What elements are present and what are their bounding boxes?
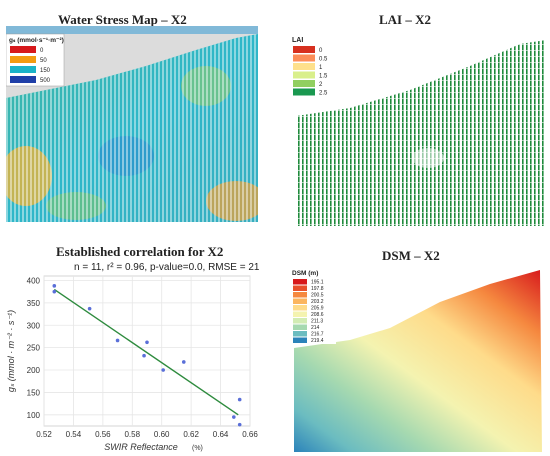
x-tick-label: 0.54 xyxy=(66,430,82,439)
x-tick-label: 0.64 xyxy=(213,430,229,439)
lai-legend-swatch xyxy=(293,71,315,79)
lai-legend-label: 2 xyxy=(319,82,323,88)
x-tick-label: 0.58 xyxy=(124,430,140,439)
y-tick-label: 200 xyxy=(27,366,41,375)
x-tick-label: 0.60 xyxy=(154,430,170,439)
dsm-legend-label: 219.4 xyxy=(311,338,324,344)
lai-legend-swatch xyxy=(293,54,315,62)
y-tick-label: 250 xyxy=(27,344,41,353)
water-stress-legend-title: gₛ (mmol·s⁻¹·m⁻²) xyxy=(9,37,64,44)
water-stress-legend-label: 500 xyxy=(40,78,51,84)
y-tick-label: 350 xyxy=(27,299,41,308)
data-point xyxy=(237,397,242,402)
data-point xyxy=(115,338,120,343)
dsm-legend-swatch xyxy=(293,337,307,343)
dsm-legend-label: 216.7 xyxy=(311,332,324,338)
dsm-legend-title: DSM (m) xyxy=(292,270,318,277)
lai-legend-label: 0.5 xyxy=(319,57,328,63)
x-tick-label: 0.62 xyxy=(183,430,199,439)
lai-title: LAI – X2 xyxy=(379,12,432,27)
dsm-legend-swatch xyxy=(293,305,307,311)
water-stress-legend-label: 50 xyxy=(40,58,47,64)
data-point xyxy=(52,289,57,294)
water-stress-legend-swatch xyxy=(10,56,36,63)
dsm-legend-swatch xyxy=(293,292,307,298)
data-point xyxy=(145,340,149,345)
dsm-legend-label: 214 xyxy=(311,325,320,331)
water-stress-legend-swatch xyxy=(10,76,36,83)
correlation-title: Established correlation for X2 xyxy=(56,244,224,259)
dsm-legend-swatch xyxy=(293,331,307,337)
water-stress-legend-label: 150 xyxy=(40,68,51,74)
water-stress-legend-label: 0 xyxy=(40,48,44,54)
y-axis-label: gₛ (mmol · m⁻² · s⁻¹) xyxy=(6,310,16,392)
dsm-legend-swatch xyxy=(293,311,307,317)
data-point xyxy=(237,422,242,427)
dsm-legend-label: 203.2 xyxy=(311,299,324,305)
data-point xyxy=(161,368,165,372)
lai-legend-swatch xyxy=(293,46,315,53)
lai-map: LAI 0 0.5 1 1.5 2 2.5 xyxy=(290,34,546,226)
lai-legend-label: 1 xyxy=(319,65,323,71)
data-point xyxy=(181,360,186,364)
x-tick-label: 0.52 xyxy=(36,430,52,439)
dsm-legend-swatch xyxy=(293,318,307,324)
dsm-title: DSM – X2 xyxy=(382,248,440,263)
lai-legend-swatch xyxy=(293,63,315,70)
water-stress-legend-swatch xyxy=(10,46,36,53)
correlation-stats: n = 11, r² = 0.96, p-value=0.0, RMSE = 2… xyxy=(74,262,260,273)
regression-line xyxy=(53,288,239,416)
dsm-legend-label: 211.3 xyxy=(311,319,323,325)
dsm-legend-label: 208.6 xyxy=(311,312,324,318)
correlation-scatter-plot: 0.52 0.54 0.56 0.58 0.60 0.62 0.64 0.66 100 150 20… xyxy=(6,275,258,452)
lai-legend-label: 1.5 xyxy=(319,74,328,80)
lai-legend-label: 0 xyxy=(319,48,323,54)
y-tick-label: 100 xyxy=(27,411,41,420)
y-tick-label: 300 xyxy=(27,321,41,330)
x-axis-unit: (%) xyxy=(192,445,203,452)
dsm-legend-label: 197.8 xyxy=(311,286,324,292)
lai-legend-title: LAI xyxy=(292,37,303,44)
y-tick-label: 400 xyxy=(27,276,41,285)
data-point xyxy=(142,353,146,358)
dsm-legend-swatch xyxy=(293,285,307,291)
data-point xyxy=(52,284,57,288)
dsm-legend-swatch xyxy=(293,298,307,304)
water-stress-legend-swatch xyxy=(10,66,36,73)
y-tick-label: 150 xyxy=(27,388,41,397)
lai-legend-swatch xyxy=(293,88,315,96)
dsm-map: DSM (m) 195.1197.8200.5203.2205.9208.621… xyxy=(290,268,542,452)
dsm-legend-label: 195.1 xyxy=(311,280,324,286)
dsm-legend-swatch xyxy=(293,279,307,285)
x-tick-label: 0.56 xyxy=(95,430,111,439)
data-point xyxy=(232,415,236,419)
lai-legend-label: 2.5 xyxy=(319,91,328,97)
data-point xyxy=(87,306,92,311)
plot-area xyxy=(43,275,251,427)
water-stress-map: gₛ (mmol·s⁻¹·m⁻²) 0 50 150 500 xyxy=(6,26,258,222)
x-axis-label: SWIR Reflectance xyxy=(104,442,178,452)
dsm-legend-swatch xyxy=(293,324,307,330)
dsm-legend-label: 205.9 xyxy=(311,306,324,312)
lai-legend-swatch xyxy=(293,80,315,87)
dsm-legend-label: 200.5 xyxy=(311,293,324,299)
water-stress-title: Water Stress Map – X2 xyxy=(58,12,187,27)
x-tick-label: 0.66 xyxy=(242,430,258,439)
